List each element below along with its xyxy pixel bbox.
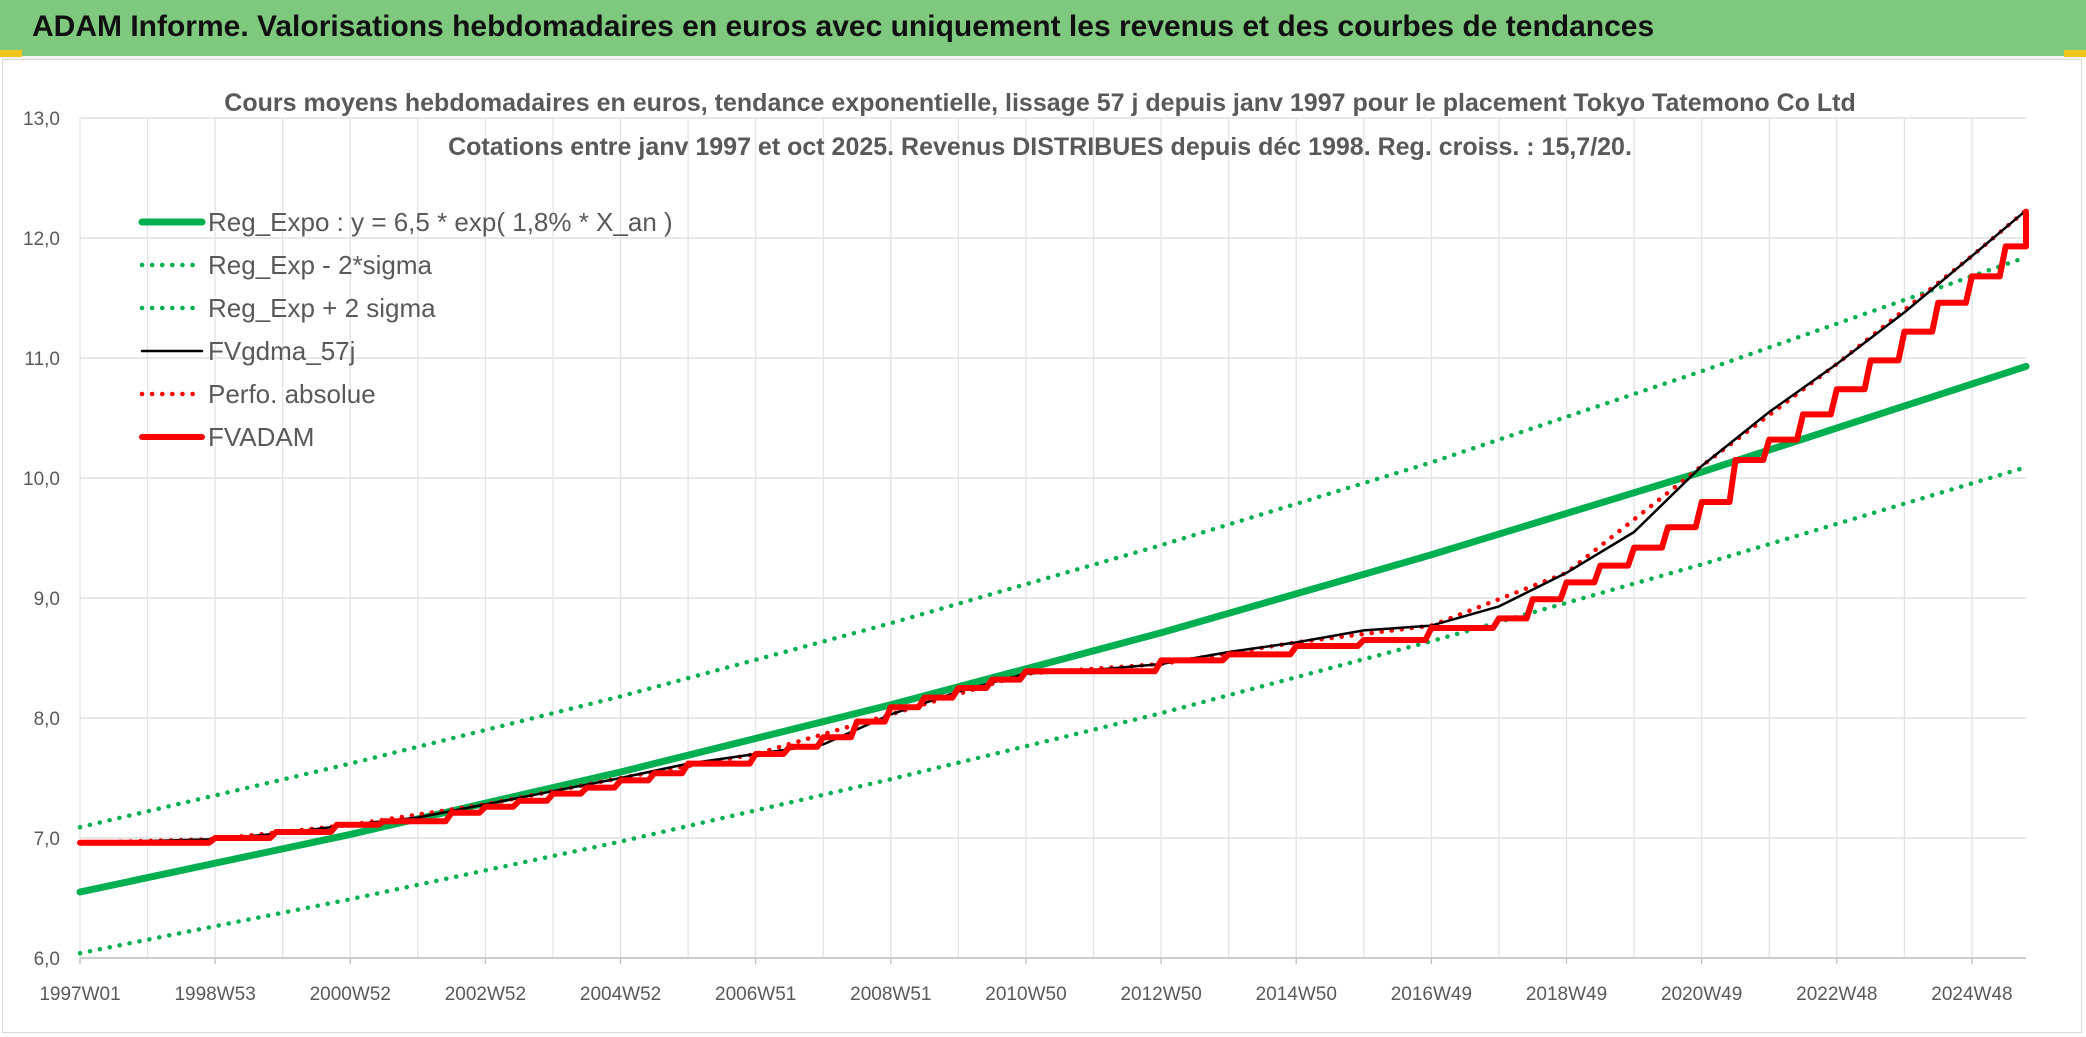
x-tick-label: 2010W50	[985, 984, 1066, 1005]
y-tick-label: 6,0	[34, 949, 60, 970]
legend-label: Reg_Exp + 2 sigma	[208, 293, 436, 323]
legend-label: Perfo. absolue	[208, 379, 376, 409]
x-tick-label: 2006W51	[715, 984, 796, 1005]
series-line-2	[77, 464, 2029, 956]
y-tick-label: 10,0	[23, 469, 60, 490]
x-tick-label: 2020W49	[1661, 984, 1742, 1005]
grid-lines	[79, 117, 2026, 959]
y-tick-label: 11,0	[24, 349, 60, 370]
chart-series	[76, 208, 2030, 956]
x-tick-label: 2008W51	[850, 984, 931, 1005]
report-title: ADAM Informe. Valorisations hebdomadaire…	[32, 10, 1655, 43]
y-tick-label: 8,0	[34, 709, 60, 730]
y-tick-label: 9,0	[34, 589, 60, 610]
chart-title-line1: Cours moyens hebdomadaires en euros, ten…	[224, 89, 1855, 117]
chart-legend: Reg_Expo : y = 6,5 * exp( 1,8% * X_an ) R…	[138, 207, 673, 452]
report-header: ADAM Informe. Valorisations hebdomadaire…	[0, 0, 2086, 59]
legend-label: FVgdma_57j	[208, 336, 355, 366]
y-tick-label: 12,0	[23, 229, 60, 250]
y-axis-ticks: 6,0 7,0 8,0 9,0 10,0 11,0 12,0 13,0	[23, 109, 60, 970]
chart-frame	[2, 59, 2082, 1033]
corner-accent-right	[2064, 50, 2086, 57]
x-tick-label: 2004W52	[580, 984, 661, 1005]
x-axis-ticks: 1997W01 1998W53 2000W52 2002W52 2004W52 2006W…	[39, 958, 2013, 1005]
x-tick-label: 2014W50	[1256, 984, 1337, 1005]
x-tick-label: 1998W53	[174, 984, 255, 1005]
x-tick-label: 2018W49	[1526, 984, 1607, 1005]
legend-label: Reg_Exp - 2*sigma	[208, 250, 433, 280]
series-line-1	[76, 362, 2030, 896]
series-line-6	[77, 208, 2029, 846]
y-tick-label: 13,0	[23, 109, 60, 130]
series-line-3	[77, 254, 2029, 830]
x-tick-label: 2022W48	[1796, 984, 1877, 1005]
corner-accent-left	[0, 50, 22, 57]
y-tick-label: 7,0	[34, 829, 60, 850]
legend-label: Reg_Expo : y = 6,5 * exp( 1,8% * X_an )	[208, 207, 673, 237]
x-tick-label: 2002W52	[445, 984, 526, 1005]
x-tick-label: 2016W49	[1391, 984, 1472, 1005]
legend-label: FVADAM	[208, 422, 314, 452]
x-tick-label: 2000W52	[310, 984, 391, 1005]
x-tick-label: 2012W50	[1120, 984, 1201, 1005]
chart-title-line2: Cotations entre janv 1997 et oct 2025. R…	[448, 133, 1632, 161]
x-tick-label: 2024W48	[1931, 984, 2012, 1005]
x-tick-label: 1997W01	[39, 984, 120, 1005]
